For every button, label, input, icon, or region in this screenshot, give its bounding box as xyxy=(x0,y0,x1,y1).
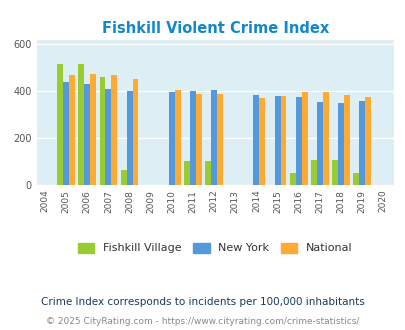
Bar xyxy=(211,90,217,185)
Bar xyxy=(259,98,264,185)
Text: © 2025 CityRating.com - https://www.cityrating.com/crime-statistics/: © 2025 CityRating.com - https://www.city… xyxy=(46,317,359,326)
Bar xyxy=(322,92,328,185)
Bar xyxy=(84,83,90,185)
Bar xyxy=(168,92,175,185)
Bar xyxy=(111,76,117,185)
Bar xyxy=(57,64,63,185)
Bar xyxy=(196,94,201,185)
Bar xyxy=(280,96,286,185)
Bar xyxy=(99,77,105,185)
Bar xyxy=(331,160,337,185)
Bar xyxy=(364,97,370,185)
Bar xyxy=(217,94,222,185)
Bar xyxy=(337,103,343,185)
Bar xyxy=(289,173,295,185)
Bar xyxy=(295,97,301,185)
Bar xyxy=(301,92,307,185)
Bar xyxy=(205,161,211,185)
Bar xyxy=(310,160,316,185)
Bar xyxy=(63,82,69,185)
Bar xyxy=(105,89,111,185)
Bar xyxy=(316,102,322,185)
Bar xyxy=(132,79,138,185)
Bar xyxy=(69,75,75,185)
Bar xyxy=(78,64,84,185)
Bar xyxy=(90,74,96,185)
Text: Crime Index corresponds to incidents per 100,000 inhabitants: Crime Index corresponds to incidents per… xyxy=(41,297,364,307)
Bar xyxy=(126,91,132,185)
Bar xyxy=(190,91,196,185)
Bar xyxy=(274,96,280,185)
Bar xyxy=(120,170,126,185)
Title: Fishkill Violent Crime Index: Fishkill Violent Crime Index xyxy=(101,21,328,36)
Bar xyxy=(175,90,180,185)
Legend: Fishkill Village, New York, National: Fishkill Village, New York, National xyxy=(77,243,352,253)
Bar xyxy=(358,101,364,185)
Bar xyxy=(343,95,349,185)
Bar xyxy=(253,95,259,185)
Bar xyxy=(352,173,358,185)
Bar xyxy=(183,161,190,185)
